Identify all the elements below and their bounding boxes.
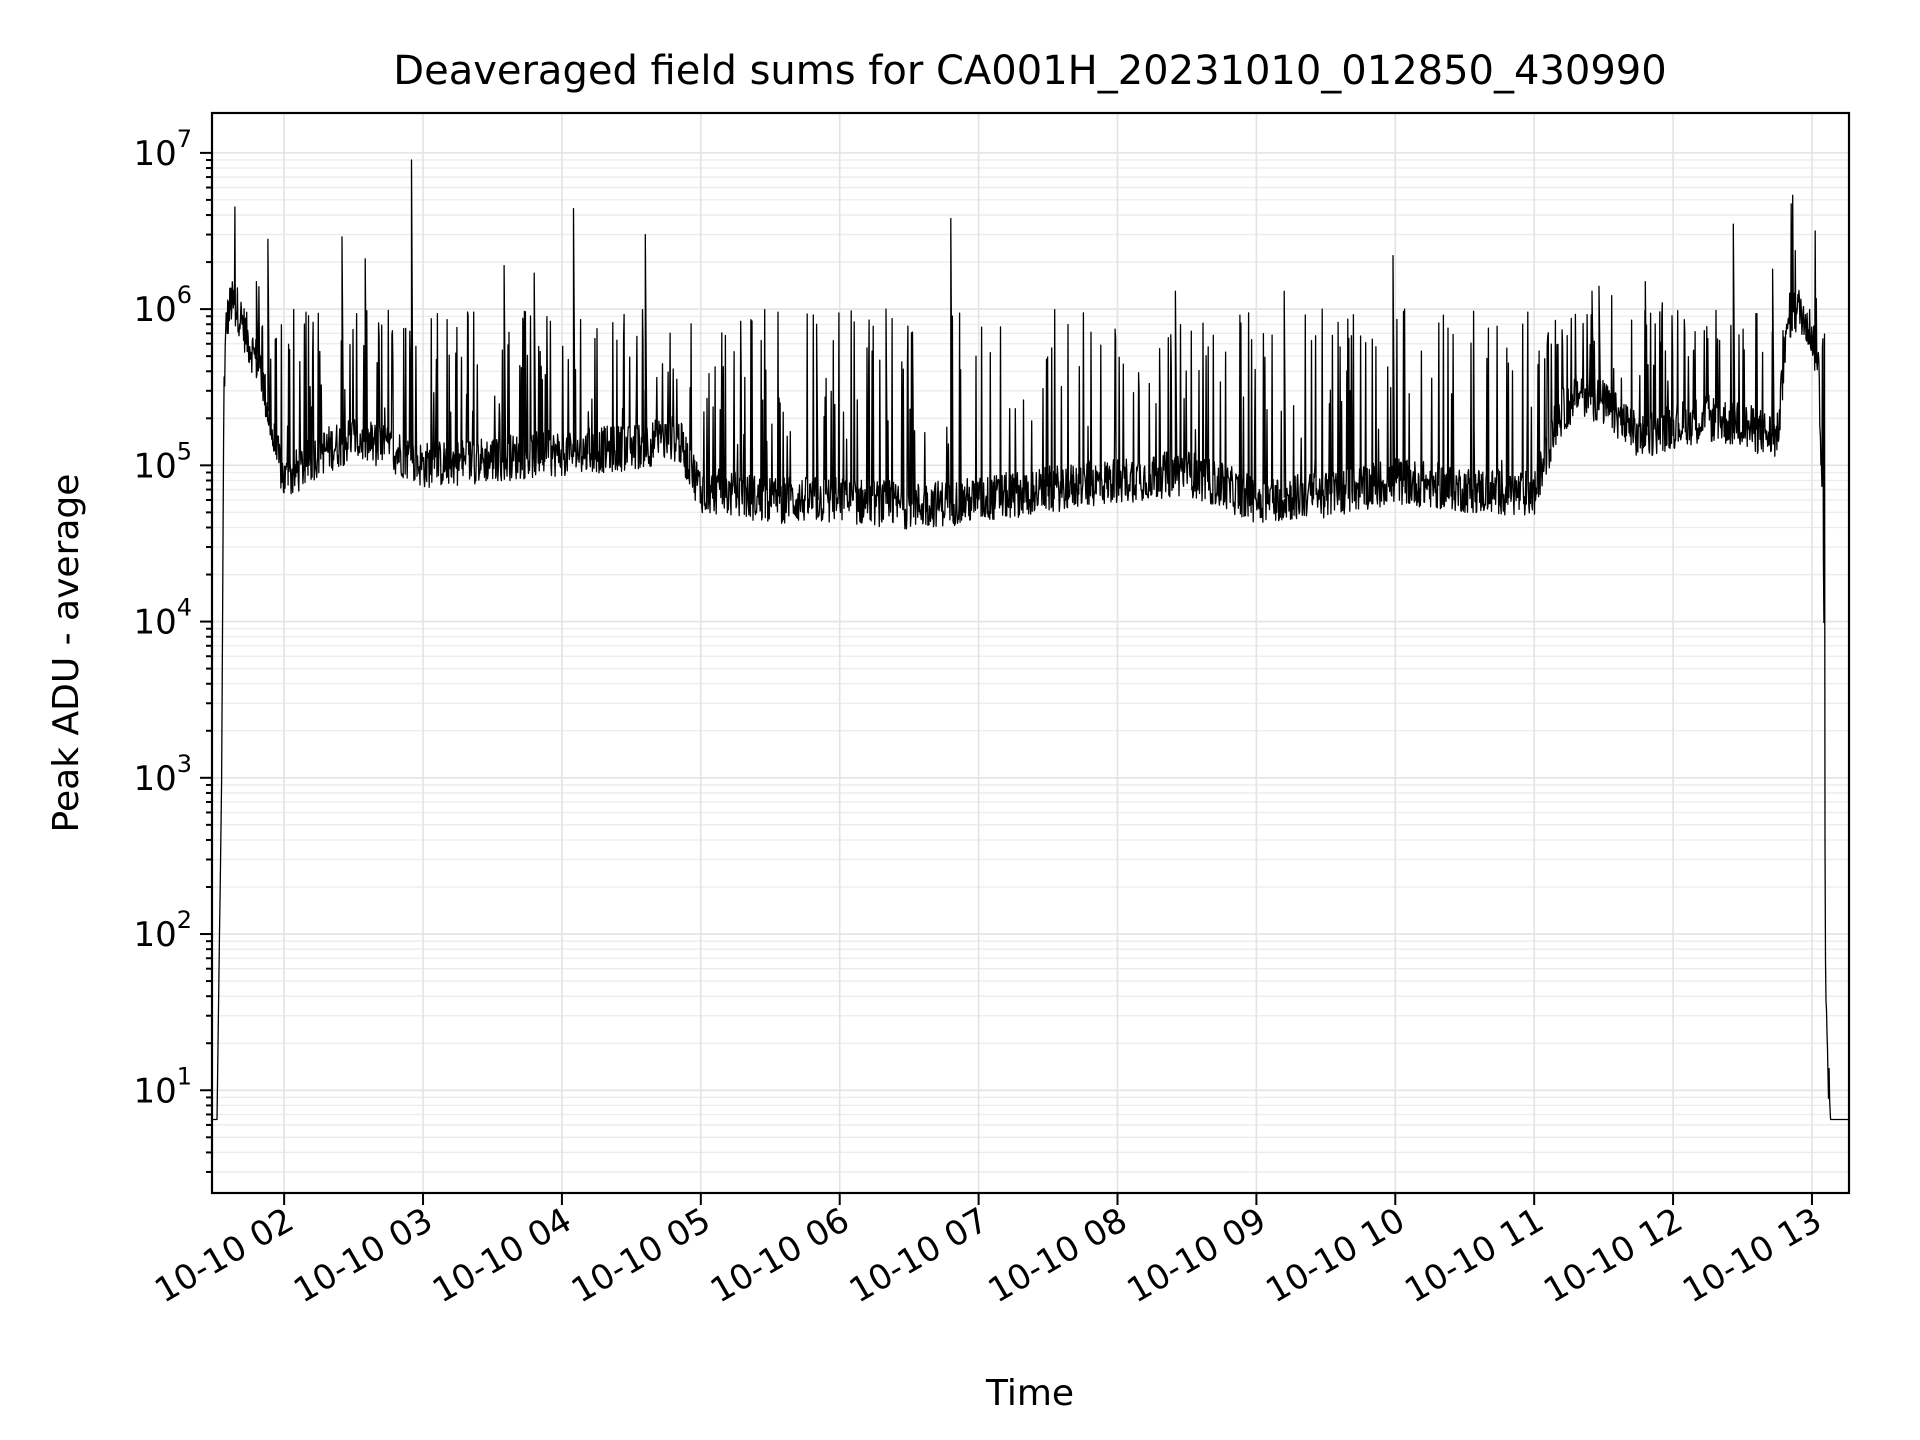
- x-tick-label: 10-10 13: [1676, 1200, 1828, 1311]
- plot-frame: [210, 111, 1851, 1195]
- y-tick-label: 105: [133, 437, 192, 486]
- x-tick-label: 10-10 08: [982, 1200, 1134, 1311]
- y-tick-label: 101: [133, 1062, 192, 1111]
- x-axis-label: Time: [985, 1373, 1074, 1414]
- y-tick-label: 107: [133, 125, 192, 174]
- x-tick-label: 10-10 10: [1259, 1200, 1411, 1311]
- y-axis: 101 102 103 104 105 106 107: [133, 125, 212, 1173]
- y-tick-label: 106: [133, 281, 192, 330]
- grid: [212, 113, 1849, 1193]
- x-tick-label: 10-10 05: [565, 1200, 717, 1311]
- x-tick-label: 10-10 09: [1120, 1200, 1272, 1311]
- x-tick-label: 10-10 12: [1537, 1200, 1689, 1311]
- plot-series: [212, 159, 1850, 1121]
- x-tick-label: 10-10 04: [426, 1200, 578, 1311]
- x-tick-label: 10-10 11: [1398, 1200, 1550, 1311]
- x-tick-label: 10-10 06: [704, 1200, 856, 1311]
- y-tick-label: 102: [133, 906, 192, 955]
- chart-title: Deaveraged field sums for CA001H_2023101…: [393, 48, 1666, 94]
- x-tick-label: 10-10 02: [148, 1200, 300, 1311]
- y-tick-label: 104: [133, 594, 192, 643]
- y-axis-label: Peak ADU - average: [46, 474, 87, 833]
- y-tick-label: 103: [133, 750, 192, 799]
- series-line: [212, 159, 1850, 1121]
- x-tick-label: 10-10 07: [843, 1200, 995, 1311]
- x-tick-label: 10-10 03: [287, 1200, 439, 1311]
